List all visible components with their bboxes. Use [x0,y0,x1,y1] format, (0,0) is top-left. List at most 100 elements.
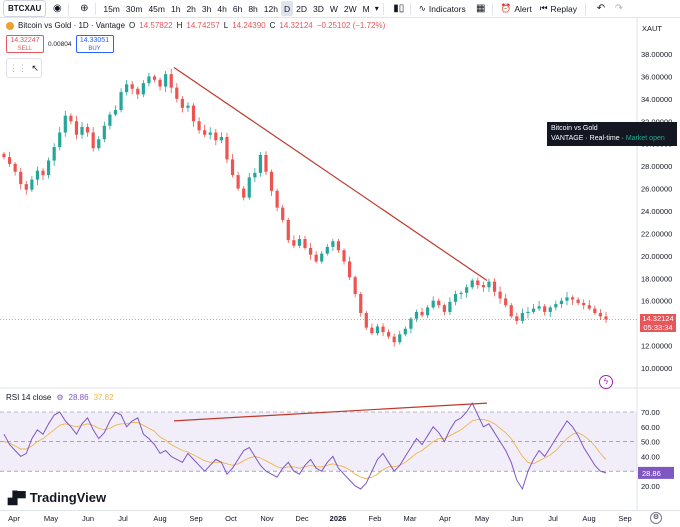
interval-3d[interactable]: 3D [313,3,324,14]
candle-body [409,318,413,329]
candle-body [598,313,603,317]
interval-15m[interactable]: 15m [103,3,120,14]
rsi-current-tag [638,466,674,479]
drawing-toolbar: ⋮⋮ ↖ [6,58,42,78]
rsi-band [0,412,637,472]
interval-group: 15m 30m 45m 1h 2h 3h 4h 6h 8h 12h D 2D 3D W 2W M ▾ [100,1,379,16]
divider [584,2,586,15]
rsi-value: 28.86 [68,393,89,402]
candle-body [169,74,173,88]
replay-icon: ⏮ [539,3,548,13]
cursor-icon[interactable]: ↖ [31,62,39,73]
candle-body [13,163,17,172]
price-tick-label: 22.00000 [641,229,672,238]
candle-body [225,136,229,160]
rsi-ma-line [3,418,607,480]
price-tick-label: 24.00000 [641,207,672,216]
add-symbol-icon[interactable]: ⊕ [80,3,89,14]
candle-body [515,316,519,321]
candle-body [108,114,112,126]
buy-price: 14.33051 [79,37,110,44]
candle-body [587,305,591,309]
candle-body [520,313,524,321]
candle-body [459,292,463,294]
candle-body [286,219,290,241]
price-tick-label: 36.00000 [641,72,672,81]
interval-d[interactable]: D [280,1,294,16]
templates-icon[interactable]: ▦ [476,3,486,14]
alert-button[interactable]: ⏰ Alert [497,3,536,14]
interval-3h[interactable]: 3h [201,3,212,14]
interval-2d[interactable]: 2D [296,3,307,14]
sell-button[interactable]: 14.32247 SELL [6,35,44,53]
symbol-label: BTCXAU [8,4,42,13]
trendline-layer [173,66,488,282]
interval-12h[interactable]: 12h [263,3,278,14]
tradingview-logo[interactable]: ▟▀ TradingView [8,490,106,505]
price-tick-label: 34.00000 [641,95,672,104]
interval-45m[interactable]: 45m [148,3,165,14]
interval-2h[interactable]: 2h [186,3,196,14]
price-tick-label: 26.00000 [641,185,672,194]
eye-icon[interactable]: ◉ [52,3,62,14]
rsi-trendline [173,402,488,422]
symbol-search[interactable]: BTCXAU [3,0,47,17]
candle-body [258,154,263,173]
settings-icon[interactable]: ⚙ [650,512,662,524]
candle-body [303,239,307,249]
candle-body [63,115,67,133]
close-value: 14.32124 [279,21,313,30]
candle-body [247,177,251,198]
sell-price: 14.32247 [10,37,40,44]
rsi-line [3,402,607,491]
interval-30m[interactable]: 30m [125,3,143,14]
replay-label: Replay [550,3,577,14]
settings-icon[interactable]: ⚙ [56,393,64,402]
interval-8h[interactable]: 8h [248,3,258,14]
replay-button[interactable]: ⏮ Replay [536,3,581,14]
candle-body [375,326,380,334]
price-tick-label: 12.00000 [641,342,672,351]
candle-body [281,207,285,220]
rsi-current-value: 28.86 [642,469,661,478]
undo-icon[interactable]: ↶ [596,3,606,14]
lightning-icon[interactable]: ϟ [599,375,613,389]
spread-value: 0.00804 [48,40,72,48]
interval-1h[interactable]: 1h [170,3,181,14]
candle-style-icon[interactable]: ▮▯ [393,3,405,14]
candle-body [74,121,79,135]
candle-body [164,74,168,87]
candle-body [370,327,374,334]
interval-2w[interactable]: 2W [343,3,357,14]
candles [0,68,637,347]
candle-body [481,285,485,288]
price-axis-currency[interactable]: XAUT [642,24,662,33]
tooltip-mode: Real-time [589,135,620,142]
interval-m[interactable]: M [362,3,370,14]
buy-button[interactable]: 14.33051 BUY [75,35,114,53]
divider [382,2,384,15]
candle-body [102,125,106,140]
candle-body [509,305,513,317]
candle-body [7,157,12,164]
candle-body [487,281,491,288]
interval-6h[interactable]: 6h [232,3,243,14]
candle-body [91,132,95,149]
candle-body [392,336,396,343]
candle-body [119,92,123,111]
candle-body [504,298,508,306]
chevron-down-icon[interactable]: ▾ [374,4,379,13]
candle-body [147,76,151,84]
rsi-tick-label: 20.00 [641,482,660,491]
candle-body [420,311,424,316]
candle-body [186,105,190,108]
candle-body [543,306,547,312]
price-tick-label: 18.00000 [641,274,672,283]
drag-handle-icon[interactable]: ⋮⋮ [9,62,28,73]
interval-4h[interactable]: 4h [217,3,227,14]
interval-w[interactable]: W [329,3,338,14]
indicators-button[interactable]: ∿ Indicators [415,3,470,14]
price-tick-label: 16.00000 [641,297,672,306]
redo-icon[interactable]: ↷ [614,3,624,14]
candle-body [253,172,257,178]
